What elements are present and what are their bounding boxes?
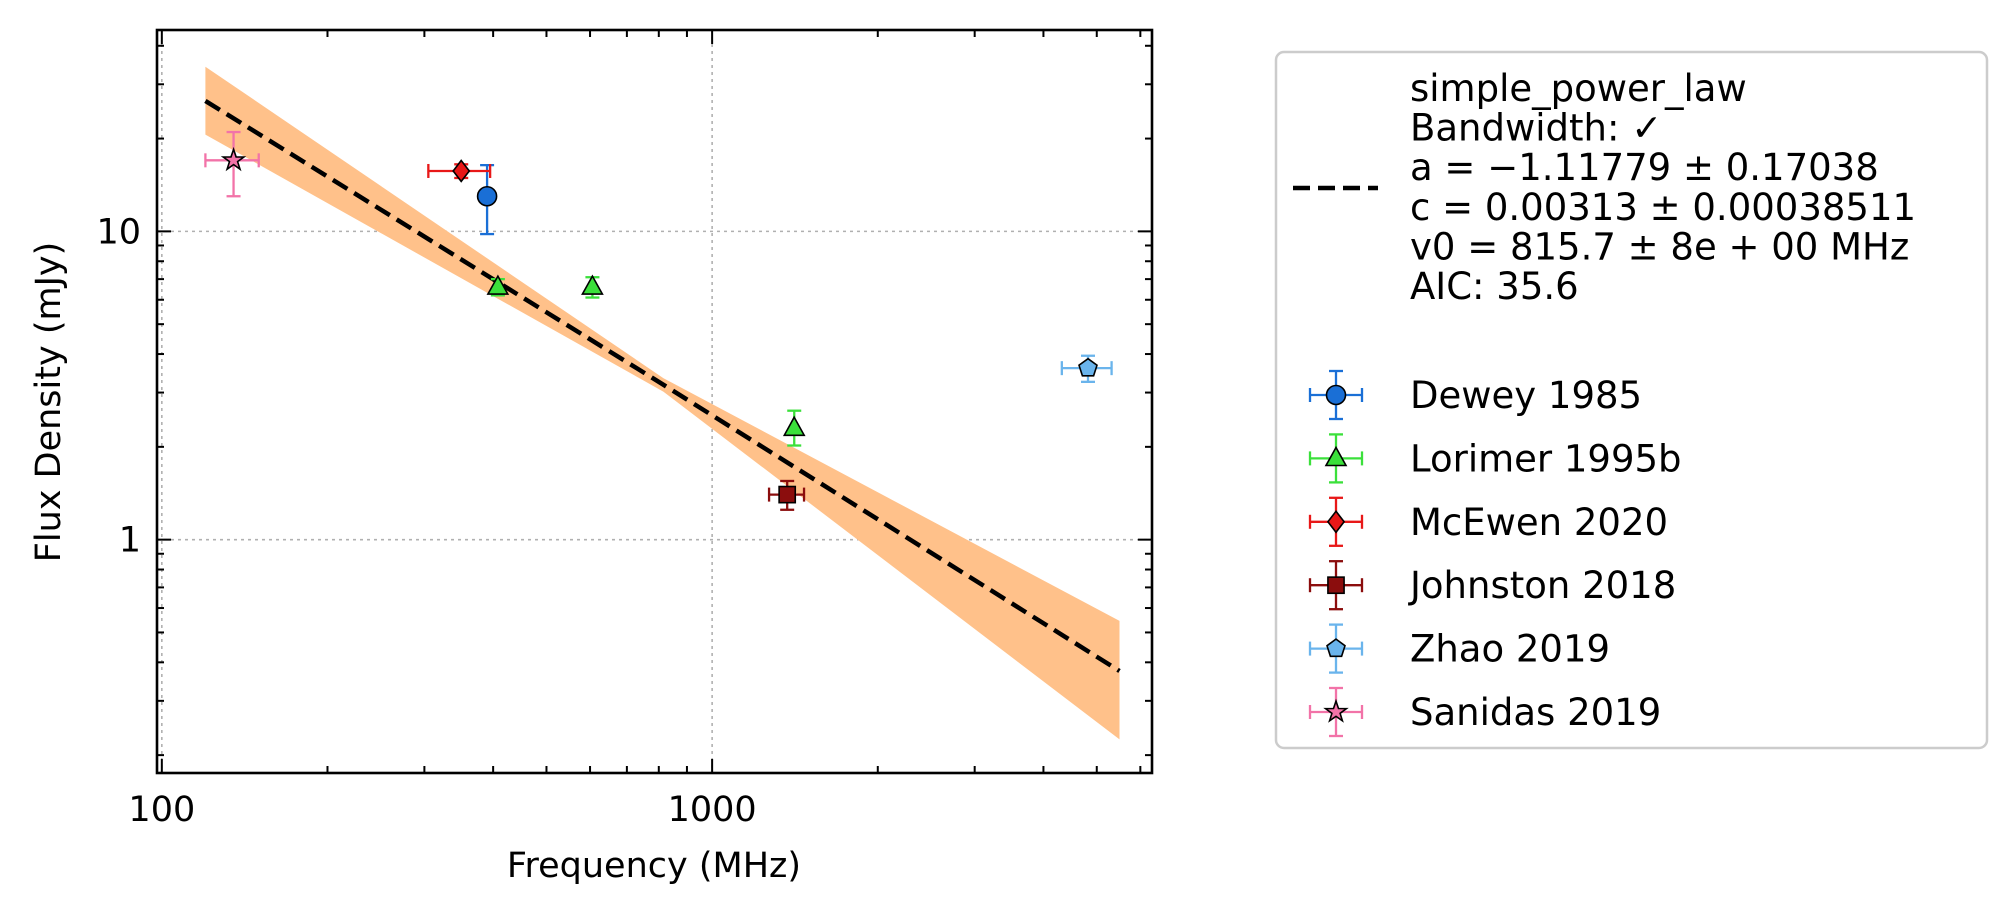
data-point <box>581 274 604 295</box>
fit-line-layer <box>204 98 1121 673</box>
data-point <box>452 159 471 183</box>
axis-ticks <box>157 30 1152 773</box>
series-johnston-2018 <box>767 479 806 511</box>
y-axis-title: Flux Density (mJy) <box>29 242 69 563</box>
legend-marker <box>1326 638 1346 658</box>
legend-label: McEwen 2020 <box>1410 501 1668 544</box>
data-points-layer <box>204 130 1113 511</box>
legend-marker <box>1325 384 1347 406</box>
legend-fit-text: simple_power_law <box>1410 67 1747 110</box>
legend-marker <box>1323 698 1349 723</box>
data-point <box>778 485 797 504</box>
data-point <box>782 415 806 437</box>
data-point <box>486 274 510 295</box>
legend-marker <box>1326 509 1346 534</box>
legend-label: Sanidas 2019 <box>1410 691 1661 734</box>
fit-line <box>204 98 1121 673</box>
fit-uncertainty-band <box>205 66 1120 740</box>
axis-tick-labels: 100 1000 1 10 <box>96 212 756 830</box>
series-lorimer-1995b <box>486 274 806 447</box>
x-tick-label: 100 <box>128 790 195 830</box>
series-mcewen-2020 <box>427 159 492 183</box>
fit-band-layer <box>205 66 1120 740</box>
y-tick-label: 1 <box>119 521 141 561</box>
series-zhao-2019 <box>1060 354 1113 383</box>
plot-frame <box>155 28 1154 775</box>
series-dewey-1985 <box>476 163 498 236</box>
data-point <box>220 146 247 172</box>
legend-label: Johnston 2018 <box>1408 564 1676 607</box>
legend-fit-text: Bandwidth: ✓ <box>1410 107 1662 150</box>
legend-fit-text: c = 0.00313 ± 0.00038511 <box>1410 186 1916 229</box>
x-axis-title: Frequency (MHz) <box>507 846 801 886</box>
data-point <box>1078 357 1098 377</box>
legend-fit-text: AIC: 35.6 <box>1410 265 1579 308</box>
legend-label: Lorimer 1995b <box>1410 437 1682 480</box>
series-sanidas-2019 <box>204 130 260 198</box>
legend-label: Dewey 1985 <box>1410 374 1642 417</box>
grid <box>157 30 1152 773</box>
legend-marker <box>1324 445 1348 467</box>
legend-marker <box>1327 576 1345 595</box>
legend-fit-text: a = −1.11779 ± 0.17038 <box>1410 146 1879 189</box>
y-tick-label: 10 <box>96 212 141 252</box>
legend-fit-text: v0 = 815.7 ± 8e + 00 MHz <box>1410 225 1909 268</box>
data-point <box>476 185 498 207</box>
x-tick-label: 1000 <box>668 790 757 830</box>
legend-label: Zhao 2019 <box>1410 628 1610 671</box>
legend-box <box>1274 50 1989 750</box>
